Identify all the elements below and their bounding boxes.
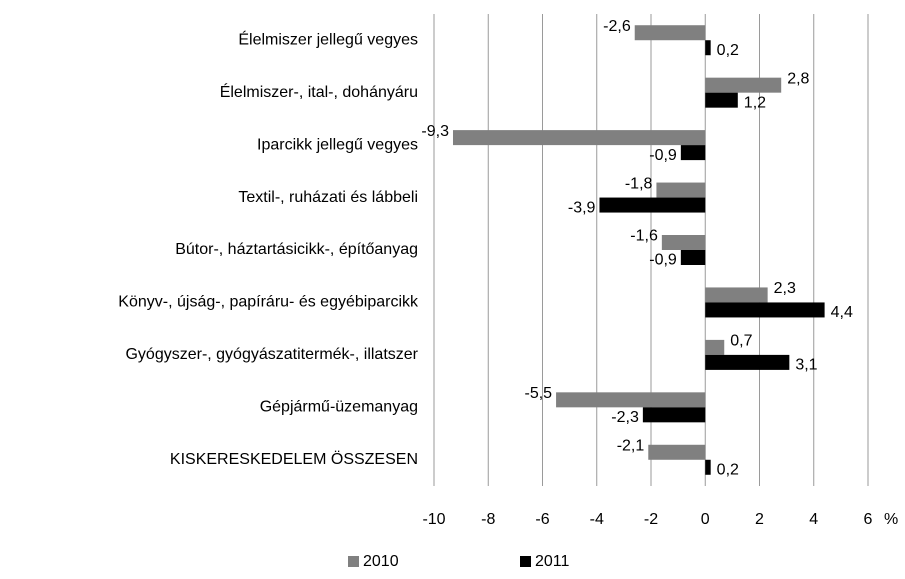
bar xyxy=(705,287,768,303)
value-label: 0,2 xyxy=(717,42,739,59)
value-label: 1,2 xyxy=(744,94,766,111)
y-tick-label: Élelmiszer-, ital-, dohányáru xyxy=(220,82,418,101)
bar xyxy=(705,92,738,108)
value-label: -5,5 xyxy=(524,385,552,402)
bar xyxy=(642,407,706,423)
bar xyxy=(680,145,706,161)
legend-label: 2010 xyxy=(363,553,399,570)
bar xyxy=(661,235,706,250)
value-label: -1,6 xyxy=(630,228,658,245)
value-label: 4,4 xyxy=(831,304,853,321)
x-tick-label: -2 xyxy=(644,511,658,528)
x-tick-label: 6 xyxy=(864,511,873,528)
bar xyxy=(705,459,711,475)
y-tick-label: Iparcikk jellegű vegyes xyxy=(257,136,418,153)
legend-swatch xyxy=(348,556,359,567)
x-tick-label: -10 xyxy=(422,511,445,528)
value-label: -2,3 xyxy=(611,409,639,426)
value-label: 3,1 xyxy=(795,357,817,374)
value-label: -2,1 xyxy=(617,437,645,454)
x-tick-label: 2 xyxy=(755,511,764,528)
bar xyxy=(705,77,782,93)
value-label: -3,9 xyxy=(568,199,596,216)
y-tick-label: Bútor-, háztartásicikk-, építőanyag xyxy=(175,241,418,258)
value-label: -0,9 xyxy=(649,147,677,164)
legend-label: 2011 xyxy=(535,553,570,570)
x-unit: % xyxy=(884,511,898,528)
bar xyxy=(705,40,711,56)
x-tick-label: -8 xyxy=(481,511,495,528)
value-label: -2,6 xyxy=(603,18,631,35)
y-tick-label: Könyv-, újság-, papíráru- és egyébiparci… xyxy=(118,294,419,311)
value-label: -9,3 xyxy=(421,123,449,140)
bar xyxy=(648,444,706,460)
bar xyxy=(680,250,706,265)
bar xyxy=(634,25,706,41)
value-label: 0,7 xyxy=(730,333,752,350)
y-tick-label: Gépjármű-üzemanyag xyxy=(260,399,418,416)
x-tick-label: -4 xyxy=(590,511,604,528)
bar xyxy=(556,392,706,408)
value-label: 0,2 xyxy=(717,461,739,478)
x-tick-label: 4 xyxy=(809,511,818,528)
bar xyxy=(599,197,706,213)
bar xyxy=(705,354,790,370)
value-label: 2,3 xyxy=(774,280,796,297)
bar xyxy=(705,339,725,355)
legend-swatch xyxy=(520,556,531,567)
x-tick-label: 0 xyxy=(701,511,710,528)
y-tick-label: Gyógyszer-, gyógyászatitermék-, illatsze… xyxy=(125,346,418,363)
value-label: -0,9 xyxy=(649,252,677,269)
value-label: -1,8 xyxy=(625,175,653,192)
y-tick-label: Textil-, ruházati és lábbeli xyxy=(238,189,418,206)
bar xyxy=(656,182,706,198)
value-label: 2,8 xyxy=(787,70,809,87)
x-tick-label: -6 xyxy=(535,511,549,528)
bar xyxy=(452,130,706,146)
y-tick-label: KISKERESKEDELEM ÖSSZESEN xyxy=(170,450,418,468)
bar xyxy=(705,302,825,318)
y-tick-label: Élelmiszer jellegű vegyes xyxy=(238,29,418,48)
